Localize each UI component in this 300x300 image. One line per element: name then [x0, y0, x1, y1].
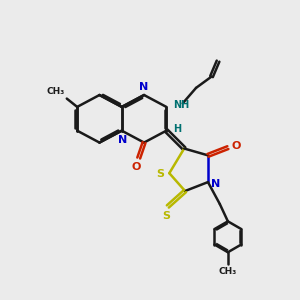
- Text: NH: NH: [173, 100, 189, 110]
- Text: CH₃: CH₃: [46, 87, 65, 96]
- Text: N: N: [118, 134, 127, 145]
- Text: O: O: [132, 162, 141, 172]
- Text: O: O: [231, 141, 241, 151]
- Text: N: N: [140, 82, 149, 92]
- Text: S: S: [156, 169, 164, 179]
- Text: S: S: [162, 211, 170, 221]
- Text: H: H: [173, 124, 181, 134]
- Text: N: N: [211, 178, 220, 189]
- Text: CH₃: CH₃: [219, 266, 237, 275]
